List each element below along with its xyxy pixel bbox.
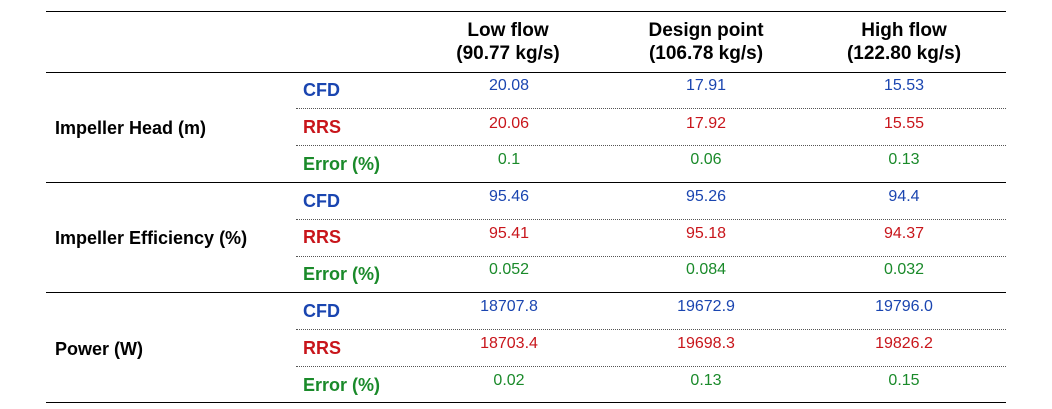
- table-cell: 0.13: [690, 372, 722, 389]
- column-header-low-flow: Low flow (90.77 kg/s): [456, 20, 560, 64]
- table-cell: 95.26: [685, 188, 727, 205]
- table-cell: 94.4: [888, 188, 920, 205]
- row-label-error: Error (%): [303, 154, 381, 174]
- row-label-error: Error (%): [303, 375, 381, 395]
- table-cell: 94.37: [883, 225, 925, 242]
- table-cell: 17.91: [685, 77, 727, 94]
- table-cell: 0.032: [883, 261, 925, 278]
- table-cell: 0.1: [497, 151, 521, 168]
- metric-label-power: Power (W): [55, 339, 143, 359]
- table-cell: 0.13: [888, 151, 920, 168]
- table-cell: 19698.3: [677, 335, 735, 352]
- row-label-cfd: CFD: [303, 191, 340, 211]
- table-cell: 0.15: [888, 372, 920, 389]
- table-cell: 95.41: [488, 225, 530, 242]
- row-divider: [296, 256, 1006, 257]
- row-divider: [296, 145, 1006, 146]
- table-top-rule: [46, 11, 1006, 12]
- row-label-rrs: RRS: [303, 338, 342, 358]
- table-cell: 18707.8: [480, 298, 538, 315]
- metric-label-impeller-efficiency: Impeller Efficiency (%): [55, 228, 248, 248]
- table-cell: 19796.0: [875, 298, 933, 315]
- table-cell: 20.08: [488, 77, 530, 94]
- row-divider: [296, 329, 1006, 330]
- row-label-rrs: RRS: [303, 227, 342, 247]
- table-cell: 18703.4: [480, 335, 538, 352]
- table-cell: 19672.9: [677, 298, 735, 315]
- table-cell: 15.55: [883, 115, 925, 132]
- table-cell: 95.18: [685, 225, 727, 242]
- group-rule: [46, 182, 1006, 183]
- table-cell: 15.53: [883, 77, 925, 94]
- row-label-cfd: CFD: [303, 301, 340, 321]
- table-cell: 0.052: [488, 261, 530, 278]
- row-label-error: Error (%): [303, 264, 381, 284]
- column-header-design-point: Design point (106.78 kg/s): [648, 20, 764, 64]
- table-cell: 0.06: [690, 151, 722, 168]
- table-cell: 17.92: [685, 115, 727, 132]
- table-cell: 0.084: [685, 261, 727, 278]
- row-divider: [296, 108, 1006, 109]
- table-cell: 95.46: [488, 188, 530, 205]
- table-cell: 20.06: [488, 115, 530, 132]
- row-divider: [296, 366, 1006, 367]
- group-rule: [46, 292, 1006, 293]
- row-label-rrs: RRS: [303, 117, 342, 137]
- header-rule: [46, 72, 1006, 73]
- row-label-cfd: CFD: [303, 80, 340, 100]
- table-bottom-rule: [46, 402, 1006, 403]
- column-header-high-flow: High flow (122.80 kg/s): [846, 20, 962, 64]
- table-cell: 0.02: [493, 372, 525, 389]
- row-divider: [296, 219, 1006, 220]
- metric-label-impeller-head: Impeller Head (m): [55, 118, 207, 138]
- table-cell: 19826.2: [875, 335, 933, 352]
